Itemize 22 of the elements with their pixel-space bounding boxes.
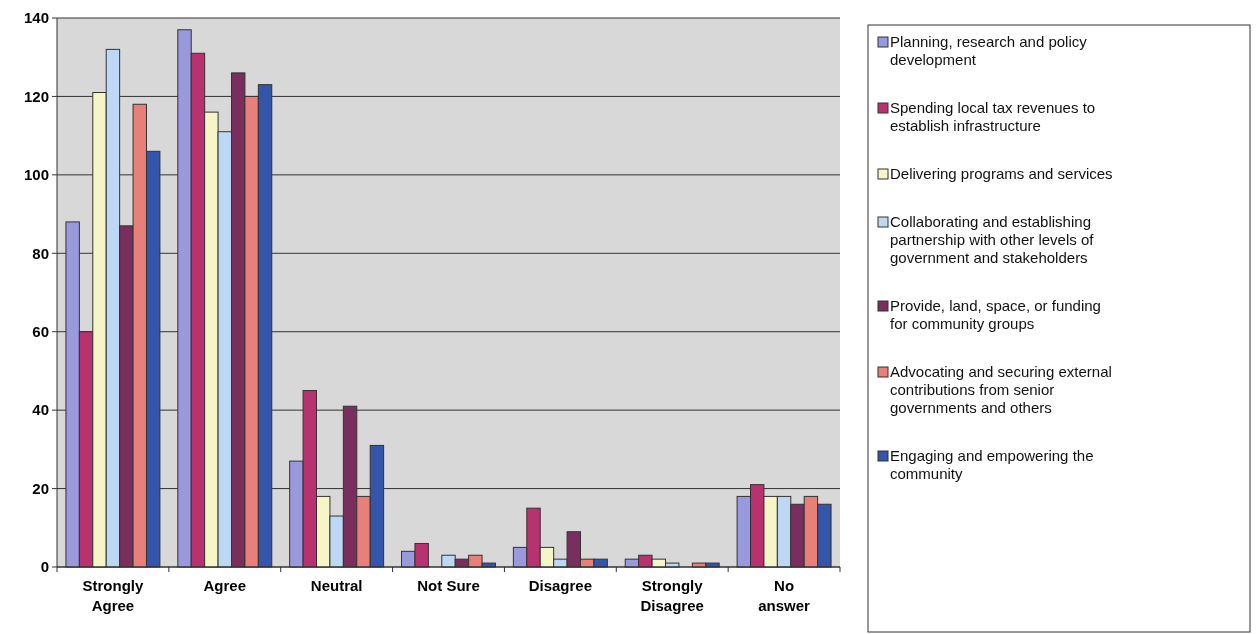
y-tick-label: 60 (32, 322, 49, 340)
legend-label: Advocating and securing external contributions from senior governments and others (890, 363, 1112, 416)
x-tick-label: Disagree (528, 577, 593, 594)
y-tick-label: 140 (23, 9, 49, 27)
legend-label: Collaborating and establishing partnership with other levels of government and stakeholders (890, 213, 1095, 266)
x-tick-label: No answer (758, 577, 811, 614)
y-tick-label: 20 (32, 479, 49, 497)
y-tick-label: 80 (32, 244, 49, 262)
legend-label: Planning, research and policy development (890, 33, 1088, 68)
x-tick-label: Strongly Disagree (640, 577, 704, 614)
x-tick-label: Agree (203, 577, 247, 594)
legend-label: Spending local tax revenues to establish infrastructure (890, 99, 1096, 134)
legend-label: Delivering programs and services (890, 165, 1113, 182)
x-tick-label: Strongly Agree (82, 577, 144, 614)
y-tick-label: 40 (32, 401, 49, 419)
legend-label: Engaging and empowering the community (890, 447, 1094, 482)
x-tick-label: Not Sure (417, 577, 480, 594)
x-tick-label: Neutral (310, 577, 363, 594)
y-tick-label: 120 (23, 87, 49, 105)
legend-label: Provide, land, space, or funding for community groups (890, 297, 1101, 332)
y-tick-label: 100 (23, 166, 49, 184)
y-tick-label: 0 (40, 558, 49, 576)
